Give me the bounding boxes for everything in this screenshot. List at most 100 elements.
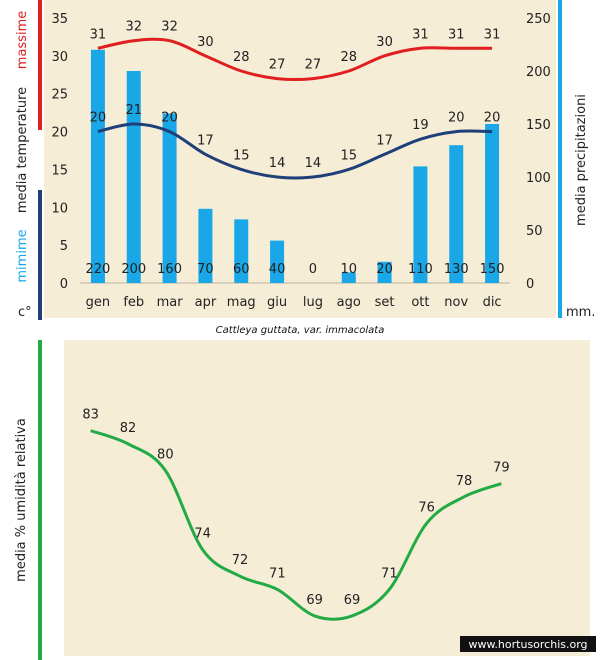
category-label: mar bbox=[157, 295, 184, 310]
category-label: gen bbox=[86, 295, 111, 310]
right-axis-tick-label: 150 bbox=[526, 118, 551, 133]
max-temperature-label: 31 bbox=[448, 27, 465, 42]
max-temperature-label: 28 bbox=[233, 50, 250, 65]
humidity-chart: 83 82 80 74 72 71 69 69 71 76 78 79 bbox=[82, 408, 510, 621]
category-label: ago bbox=[337, 295, 361, 310]
precipitation-value-label: 70 bbox=[197, 262, 214, 277]
min-temperature-label: 17 bbox=[197, 133, 214, 148]
watermark-text: www.hortusorchis.org bbox=[468, 638, 587, 651]
right-axis-tick-label: 50 bbox=[526, 224, 543, 239]
category-label: lug bbox=[303, 295, 323, 310]
humidity-value-label: 69 bbox=[344, 593, 361, 608]
humidity-value-label: 71 bbox=[269, 566, 286, 581]
precipitation-value-label: 40 bbox=[269, 262, 286, 277]
degree-unit-label: c° bbox=[18, 305, 32, 320]
category-label: nov bbox=[444, 295, 468, 310]
bottom-chart-panel bbox=[64, 340, 590, 656]
precipitation-bar bbox=[449, 145, 464, 283]
max-temperature-line bbox=[97, 37, 493, 82]
humidity-value-label: 74 bbox=[194, 527, 211, 542]
max-temperature-label: 28 bbox=[340, 50, 357, 65]
precipitation-value-label: 10 bbox=[340, 262, 357, 277]
precipitation-value-label: 200 bbox=[121, 262, 146, 277]
humidity-value-label: 69 bbox=[306, 593, 323, 608]
humidity-value-label: 71 bbox=[381, 566, 398, 581]
max-temperature-label: 30 bbox=[376, 35, 393, 50]
left-axis-tick-label: 20 bbox=[51, 126, 68, 141]
humidity-axis-label: media % umidità relativa bbox=[14, 418, 29, 582]
min-temperature-label: 14 bbox=[305, 156, 322, 171]
precipitation-bar bbox=[341, 272, 356, 283]
precipitation-value-label: 20 bbox=[376, 262, 393, 277]
min-temperature-line bbox=[97, 122, 493, 180]
max-temperature-label: 32 bbox=[125, 20, 142, 35]
right-axis-tick-label: 0 bbox=[526, 277, 534, 292]
humidity-value-label: 83 bbox=[82, 408, 99, 423]
max-temperature-label: 31 bbox=[412, 27, 429, 42]
category-label: giu bbox=[267, 295, 287, 310]
max-temperature-label: 27 bbox=[305, 58, 322, 73]
max-temperature-label: 27 bbox=[269, 58, 286, 73]
max-temperature-label: 31 bbox=[90, 27, 107, 42]
precipitation-bar bbox=[90, 49, 105, 283]
min-temperature-label: 20 bbox=[448, 111, 465, 126]
left-axis-tick-label: 35 bbox=[51, 12, 68, 27]
category-label: apr bbox=[195, 295, 217, 310]
min-temperature-label: 20 bbox=[90, 111, 107, 126]
category-label: dic bbox=[483, 295, 502, 310]
min-temperature-label: 15 bbox=[340, 148, 357, 163]
precipitation-bar bbox=[162, 113, 177, 284]
category-label: set bbox=[375, 295, 395, 310]
right-axis-tick-label: 250 bbox=[526, 12, 551, 27]
precipitation-axis-label: media precipitazioni bbox=[574, 94, 589, 226]
min-temperature-label: 21 bbox=[125, 103, 142, 118]
precipitation-value-label: 0 bbox=[309, 262, 317, 277]
humidity-value-label: 76 bbox=[418, 500, 435, 515]
humidity-value-label: 79 bbox=[493, 461, 510, 476]
category-label: feb bbox=[123, 295, 144, 310]
precipitation-value-label: 160 bbox=[157, 262, 182, 277]
humidity-value-label: 78 bbox=[456, 474, 473, 489]
precipitation-value-label: 60 bbox=[233, 262, 250, 277]
precipitation-value-label: 220 bbox=[86, 262, 111, 277]
right-axis-tick-label: 200 bbox=[526, 65, 551, 80]
category-label: mag bbox=[227, 295, 256, 310]
humidity-value-label: 82 bbox=[120, 421, 137, 436]
mimime-label: mimime bbox=[15, 229, 30, 282]
max-temperature-label: 30 bbox=[197, 35, 214, 50]
min-temperature-label: 20 bbox=[484, 111, 501, 126]
min-temperature-label: 17 bbox=[376, 133, 393, 148]
precipitation-bar bbox=[413, 166, 428, 283]
max-temperature-label: 31 bbox=[484, 27, 501, 42]
chart-caption: Cattleya guttata, var. immacolata bbox=[216, 325, 385, 336]
min-temperature-label: 14 bbox=[269, 156, 286, 171]
precipitation-value-label: 130 bbox=[444, 262, 469, 277]
humidity-value-label: 80 bbox=[157, 447, 174, 462]
left-axis-tick-label: 5 bbox=[60, 239, 68, 254]
precipitation-bar bbox=[270, 240, 285, 283]
max-temperature-label: 32 bbox=[161, 20, 178, 35]
humidity-line bbox=[90, 429, 502, 621]
precipitation-value-label: 110 bbox=[408, 262, 433, 277]
precipitation-bar bbox=[198, 208, 213, 283]
category-label: ott bbox=[411, 295, 429, 310]
min-temperature-label: 20 bbox=[161, 111, 178, 126]
precipitation-bar bbox=[234, 219, 249, 283]
left-axis-tick-label: 10 bbox=[51, 201, 68, 216]
precipitation-bar bbox=[485, 124, 500, 283]
mm-unit-label: mm. bbox=[566, 305, 595, 320]
left-axis-tick-label: 30 bbox=[51, 50, 68, 65]
temperature-axis-label: media temperature bbox=[15, 87, 30, 213]
right-axis-tick-label: 100 bbox=[526, 171, 551, 186]
left-axis-tick-label: 15 bbox=[51, 163, 68, 178]
min-temperature-label: 15 bbox=[233, 148, 250, 163]
precipitation-bar bbox=[377, 261, 392, 283]
massime-label: massime bbox=[15, 11, 30, 69]
humidity-value-label: 72 bbox=[232, 553, 249, 568]
min-temperature-label: 19 bbox=[412, 118, 429, 133]
left-axis-tick-label: 25 bbox=[51, 88, 68, 103]
left-axis-tick-label: 0 bbox=[60, 277, 68, 292]
watermark-background bbox=[460, 636, 596, 652]
